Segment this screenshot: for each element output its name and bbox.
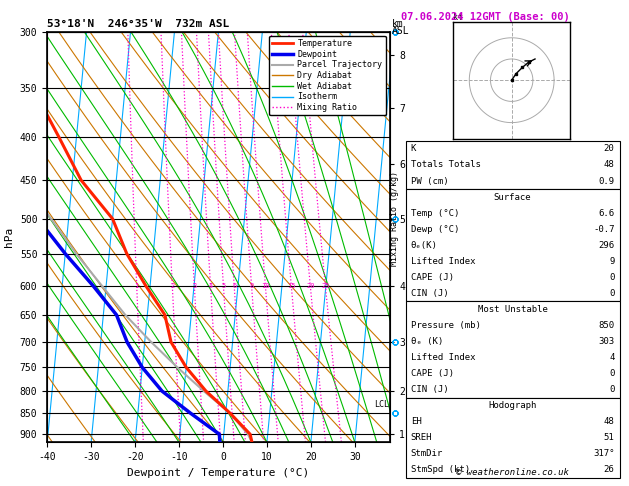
Text: 8: 8 [250, 283, 253, 289]
Text: LCL: LCL [374, 400, 389, 409]
Text: Temp (°C): Temp (°C) [411, 208, 459, 218]
Text: 0.9: 0.9 [598, 176, 615, 186]
Text: 0: 0 [609, 289, 615, 298]
Text: 48: 48 [604, 417, 615, 426]
Text: 48: 48 [604, 160, 615, 170]
Text: K: K [411, 144, 416, 154]
Text: ASL: ASL [392, 26, 409, 36]
Text: 51: 51 [604, 433, 615, 442]
Text: Lifted Index: Lifted Index [411, 257, 476, 266]
Text: θₑ(K): θₑ(K) [411, 241, 438, 250]
Text: 10: 10 [261, 283, 270, 289]
Text: 0: 0 [609, 385, 615, 394]
Text: -0.7: -0.7 [593, 225, 615, 234]
Text: 6.6: 6.6 [598, 208, 615, 218]
Text: θₑ (K): θₑ (K) [411, 337, 443, 346]
Text: PW (cm): PW (cm) [411, 176, 448, 186]
Text: Dewp (°C): Dewp (°C) [411, 225, 459, 234]
Text: 25: 25 [321, 283, 330, 289]
Text: 303: 303 [598, 337, 615, 346]
Legend: Temperature, Dewpoint, Parcel Trajectory, Dry Adiabat, Wet Adiabat, Isotherm, Mi: Temperature, Dewpoint, Parcel Trajectory… [269, 36, 386, 115]
Text: Hodograph: Hodograph [489, 401, 537, 410]
Text: 5: 5 [221, 283, 226, 289]
Text: 296: 296 [598, 241, 615, 250]
Text: 26: 26 [604, 465, 615, 474]
Text: Surface: Surface [494, 192, 532, 202]
Text: 07.06.2024 12GMT (Base: 00): 07.06.2024 12GMT (Base: 00) [401, 12, 570, 22]
Y-axis label: hPa: hPa [4, 227, 14, 247]
Text: CIN (J): CIN (J) [411, 289, 448, 298]
Text: Totals Totals: Totals Totals [411, 160, 481, 170]
Text: 1: 1 [135, 283, 139, 289]
Text: CIN (J): CIN (J) [411, 385, 448, 394]
Text: 850: 850 [598, 321, 615, 330]
Text: SREH: SREH [411, 433, 432, 442]
X-axis label: Dewpoint / Temperature (°C): Dewpoint / Temperature (°C) [128, 468, 309, 478]
Text: © weatheronline.co.uk: © weatheronline.co.uk [456, 468, 569, 477]
Text: 4: 4 [208, 283, 213, 289]
Text: StmSpd (kt): StmSpd (kt) [411, 465, 470, 474]
Text: 20: 20 [306, 283, 314, 289]
Text: Lifted Index: Lifted Index [411, 353, 476, 362]
Text: 15: 15 [287, 283, 296, 289]
Text: CAPE (J): CAPE (J) [411, 273, 454, 282]
Text: Mixing Ratio (g/kg): Mixing Ratio (g/kg) [390, 171, 399, 266]
Text: 4: 4 [609, 353, 615, 362]
Text: 53°18'N  246°35'W  732m ASL: 53°18'N 246°35'W 732m ASL [47, 19, 230, 30]
Text: 20: 20 [604, 144, 615, 154]
Text: CAPE (J): CAPE (J) [411, 369, 454, 378]
Text: 2: 2 [170, 283, 174, 289]
Text: StmDir: StmDir [411, 449, 443, 458]
Text: Pressure (mb): Pressure (mb) [411, 321, 481, 330]
Text: EH: EH [411, 417, 421, 426]
Text: Most Unstable: Most Unstable [477, 305, 548, 314]
Text: 0: 0 [609, 369, 615, 378]
Text: kt: kt [454, 13, 464, 22]
Text: km: km [392, 19, 404, 29]
Text: 317°: 317° [593, 449, 615, 458]
Text: 3: 3 [192, 283, 196, 289]
Text: 9: 9 [609, 257, 615, 266]
Text: 0: 0 [609, 273, 615, 282]
Text: 6: 6 [232, 283, 237, 289]
